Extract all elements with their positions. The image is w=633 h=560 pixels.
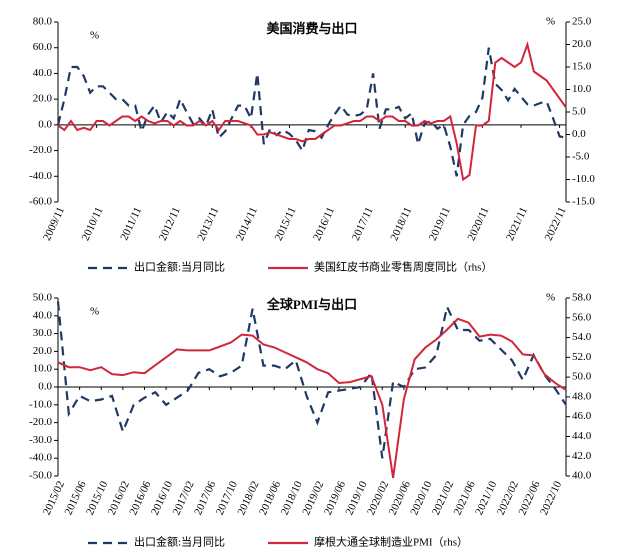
y2-tick-label: 25.0 <box>572 16 592 28</box>
y-tick-label: 80.0 <box>33 16 53 28</box>
x-tick-label: 2022/11 <box>543 205 569 242</box>
series-line <box>57 40 567 182</box>
x-tick-label: 2019/11 <box>427 205 453 242</box>
x-tick-label: 2013/11 <box>195 205 221 242</box>
y2-tick-label: 54.0 <box>572 331 592 343</box>
y-tick-label: -40.0 <box>29 170 52 182</box>
y-tick-label: 20.0 <box>33 345 53 357</box>
y-tick-label: 20.0 <box>33 93 53 105</box>
y-tick-label: 60.0 <box>33 41 53 53</box>
y-unit: % <box>90 30 99 42</box>
y-tick-label: 0.0 <box>38 381 52 393</box>
y-tick-label: 30.0 <box>33 327 53 339</box>
y2-tick-label: 50.0 <box>572 371 592 383</box>
x-tick-label: 2009/11 <box>41 205 67 242</box>
y-tick-label: -50.0 <box>29 470 52 482</box>
x-tick-label: 2017/11 <box>350 205 376 242</box>
y2-tick-label: 10.0 <box>572 83 592 95</box>
y2-tick-label: 15.0 <box>572 61 592 73</box>
y2-unit: % <box>546 292 555 304</box>
x-tick-label: 2018/11 <box>388 205 414 242</box>
y-tick-label: -10.0 <box>29 398 52 410</box>
x-tick-label: 2020/11 <box>465 205 491 242</box>
chart-title: 美国消费与出口 <box>266 21 357 36</box>
legend-label: 摩根大通全球制造业PMI（rhs） <box>314 535 468 549</box>
y2-tick-label: 40.0 <box>572 470 592 482</box>
y-tick-label: -30.0 <box>29 434 52 446</box>
y2-tick-label: 0.0 <box>572 128 586 140</box>
y2-tick-label: -10.0 <box>572 173 595 185</box>
y2-tick-label: 20.0 <box>572 38 592 50</box>
y-tick-label: 10.0 <box>33 363 53 375</box>
y-tick-label: -20.0 <box>29 144 52 156</box>
y-tick-label: -40.0 <box>29 452 52 464</box>
y2-tick-label: 46.0 <box>572 410 592 422</box>
chart-title: 全球PMI与出口 <box>266 297 357 312</box>
x-tick-label: 2012/11 <box>157 205 183 242</box>
y2-tick-label: 58.0 <box>572 292 592 304</box>
x-tick-label: 2015/11 <box>273 205 299 242</box>
y-tick-label: -60.0 <box>29 196 52 208</box>
legend-label: 美国红皮书商业零售周度同比（rhs） <box>314 260 492 274</box>
y2-tick-label: 44.0 <box>572 430 592 442</box>
y2-unit: % <box>546 16 555 28</box>
y-tick-label: -20.0 <box>29 416 52 428</box>
y2-tick-label: 48.0 <box>572 390 592 402</box>
y2-tick-label: 56.0 <box>572 311 592 323</box>
y2-tick-label: -5.0 <box>572 151 590 163</box>
legend-label: 出口金额:当月同比 <box>134 535 225 549</box>
y2-tick-label: 52.0 <box>572 351 592 363</box>
legend-label: 出口金额:当月同比 <box>134 260 225 274</box>
x-tick-label: 2010/11 <box>80 205 106 242</box>
series-line <box>57 317 567 479</box>
series-line <box>56 301 567 459</box>
x-tick-label: 2011/11 <box>118 205 144 242</box>
y2-tick-label: 42.0 <box>572 450 592 462</box>
y-tick-label: 50.0 <box>33 292 53 304</box>
y-tick-label: 0.0 <box>38 118 52 130</box>
y-unit: % <box>90 306 99 318</box>
y-tick-label: 40.0 <box>33 309 53 321</box>
y2-tick-label: 5.0 <box>572 106 586 118</box>
y2-tick-label: -15.0 <box>572 196 595 208</box>
x-tick-label: 2016/11 <box>311 205 337 242</box>
x-tick-label: 2021/11 <box>504 205 530 242</box>
series-line <box>56 47 567 177</box>
x-tick-label: 2014/11 <box>234 205 260 242</box>
y-tick-label: 40.0 <box>33 67 53 79</box>
